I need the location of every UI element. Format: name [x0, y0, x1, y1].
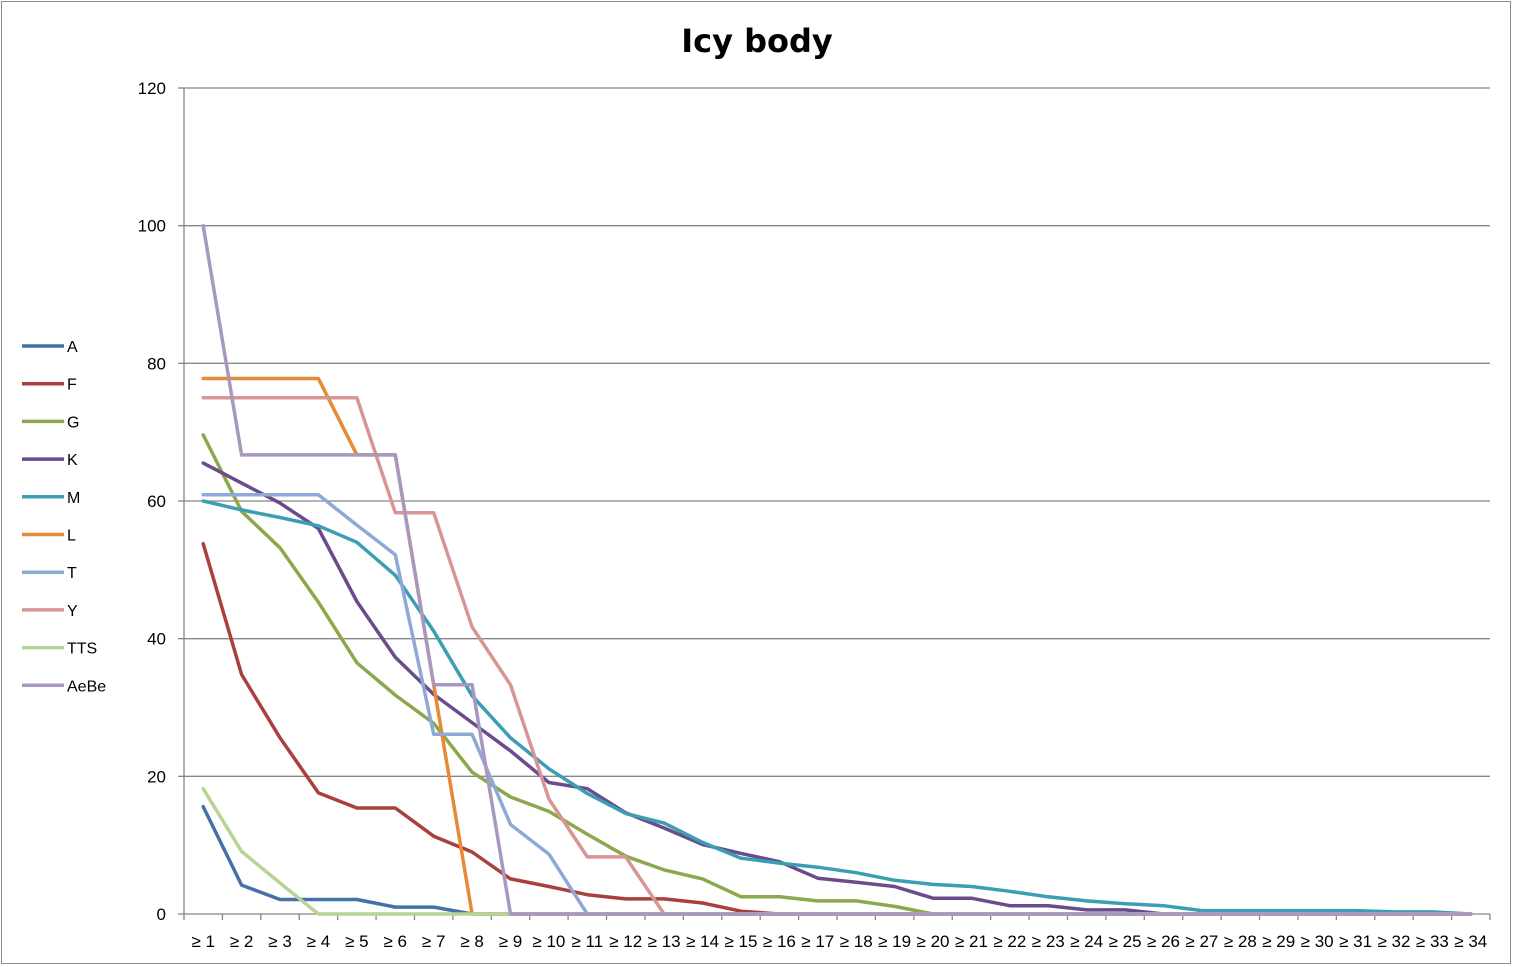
legend-label: AeBe — [67, 678, 106, 695]
y-tick-label: 40 — [147, 630, 166, 649]
x-tick-label: ≥ 15 — [724, 932, 757, 951]
x-tick-label: ≥ 22 — [993, 932, 1026, 951]
x-tick-label: ≥ 32 — [1377, 932, 1410, 951]
x-tick-label: ≥ 25 — [1109, 932, 1142, 951]
y-tick-label: 120 — [138, 79, 166, 98]
legend-label: A — [67, 339, 78, 356]
x-tick-label: ≥ 10 — [532, 932, 565, 951]
x-tick-label: ≥ 33 — [1416, 932, 1449, 951]
x-tick-label: ≥ 27 — [1185, 932, 1218, 951]
gridlines — [184, 87, 1490, 777]
series-line-f — [201, 541, 1473, 916]
x-tick-label: ≥ 16 — [763, 932, 796, 951]
x-tick-label: ≥ 24 — [1070, 932, 1103, 951]
x-tick-label: ≥ 23 — [1032, 932, 1065, 951]
series-line-m — [201, 499, 1473, 916]
x-tick-label: ≥ 4 — [307, 932, 331, 951]
x-tick-label: ≥ 34 — [1454, 932, 1487, 951]
legend: A F G K M L T Y TTS AeBe — [22, 339, 106, 695]
x-tick-label: ≥ 6 — [384, 932, 408, 951]
axes — [178, 87, 1491, 920]
series-line-a — [201, 804, 1473, 916]
x-tick-label: ≥ 7 — [422, 932, 446, 951]
x-tick-label: ≥ 9 — [499, 932, 523, 951]
series-line-l — [201, 376, 1473, 916]
chart-title: Icy body — [681, 22, 833, 60]
x-tick-label: ≥ 17 — [801, 932, 834, 951]
x-tick-label: ≥ 29 — [1262, 932, 1295, 951]
legend-label: TTS — [67, 641, 97, 658]
y-tick-label: 20 — [147, 767, 166, 786]
y-axis-tick-labels: 0 20 40 60 80 100 120 — [138, 79, 166, 924]
legend-label: M — [67, 490, 80, 507]
legend-label: G — [67, 414, 79, 431]
x-tick-label: ≥ 31 — [1339, 932, 1372, 951]
x-tick-label: ≥ 21 — [955, 932, 988, 951]
x-tick-label: ≥ 18 — [840, 932, 873, 951]
x-tick-label: ≥ 8 — [460, 932, 484, 951]
x-axis-tick-labels: ≥ 1 ≥ 2 ≥ 3 ≥ 4 ≥ 5 ≥ 6 ≥ 7 ≥ 8 ≥ 9 ≥ 10 ≥ 11 ≥ 12 ≥… — [191, 932, 1487, 951]
series-lines — [201, 223, 1473, 916]
series-line-t — [201, 493, 1473, 916]
legend-label: F — [67, 377, 77, 394]
y-tick-label: 80 — [147, 354, 166, 373]
x-tick-label: ≥ 26 — [1147, 932, 1180, 951]
x-tick-label: ≥ 28 — [1224, 932, 1257, 951]
x-tick-label: ≥ 19 — [878, 932, 911, 951]
x-tick-label: ≥ 12 — [609, 932, 642, 951]
y-tick-label: 100 — [138, 217, 166, 236]
x-tick-label: ≥ 2 — [230, 932, 254, 951]
x-tick-label: ≥ 3 — [268, 932, 292, 951]
x-tick-label: ≥ 20 — [917, 932, 950, 951]
y-tick-label: 60 — [147, 492, 166, 511]
x-tick-label: ≥ 30 — [1301, 932, 1334, 951]
series-line-aebe — [201, 223, 1473, 916]
legend-label: L — [67, 528, 76, 545]
legend-label: Y — [67, 603, 78, 620]
y-tick-label: 0 — [157, 905, 166, 924]
x-tick-label: ≥ 11 — [571, 932, 603, 951]
legend-label: T — [67, 565, 77, 582]
x-tick-label: ≥ 13 — [648, 932, 681, 951]
series-line-k — [201, 461, 1473, 916]
x-tick-label: ≥ 5 — [345, 932, 369, 951]
legend-label: K — [67, 452, 78, 469]
x-tick-label: ≥ 14 — [686, 932, 719, 951]
x-tick-label: ≥ 1 — [191, 932, 215, 951]
